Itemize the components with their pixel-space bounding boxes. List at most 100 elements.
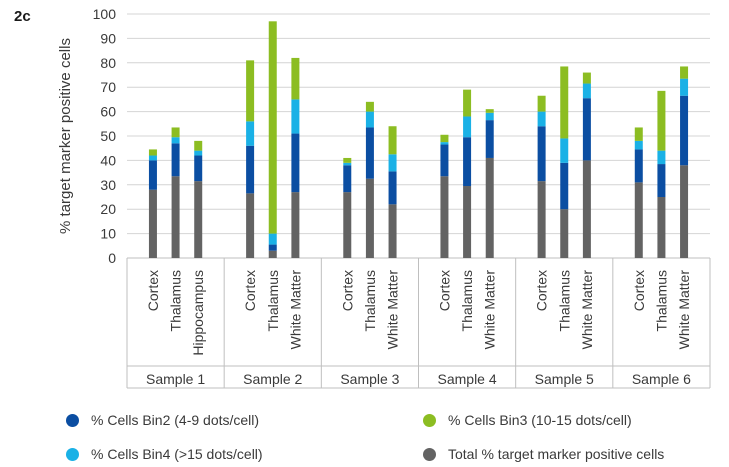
bar-segment-bin3 bbox=[463, 89, 472, 117]
bar-segment-bin2 bbox=[440, 144, 449, 177]
bar-segment-bin4 bbox=[148, 155, 157, 161]
category-label: White Matter bbox=[385, 270, 401, 350]
category-label: White Matter bbox=[676, 270, 692, 350]
bar-segment-bin3 bbox=[343, 157, 352, 163]
group-label: Sample 1 bbox=[146, 371, 205, 387]
bar-segment-bin4 bbox=[582, 83, 591, 99]
bar-segment-bin2 bbox=[171, 143, 180, 177]
category-label: Cortex bbox=[631, 270, 647, 311]
bar-segment-total bbox=[148, 189, 157, 258]
category-label: Thalamus bbox=[362, 270, 378, 331]
bar-segment-total bbox=[343, 192, 352, 258]
legend-swatch-bin4 bbox=[66, 447, 79, 461]
group-label: Sample 6 bbox=[632, 371, 691, 387]
legend-swatch-total bbox=[423, 447, 436, 461]
category-label: Cortex bbox=[339, 270, 355, 311]
bar-segment-bin3 bbox=[560, 66, 569, 139]
bar-segment-bin4 bbox=[680, 78, 689, 96]
bar-segment-bin2 bbox=[634, 149, 643, 183]
bar-segment-bin3 bbox=[365, 101, 374, 112]
legend-label-bin4: % Cells Bin4 (>15 dots/cell) bbox=[91, 446, 263, 462]
group-label: Sample 4 bbox=[438, 371, 497, 387]
bar-segment-bin2 bbox=[365, 127, 374, 179]
y-tick-label: 80 bbox=[100, 55, 116, 71]
bar-segment-bin4 bbox=[440, 142, 449, 145]
bar-segment-bin3 bbox=[680, 66, 689, 79]
bar-segment-total bbox=[194, 181, 203, 258]
bar-segment-bin2 bbox=[343, 165, 352, 193]
bar-segment-bin4 bbox=[268, 233, 277, 245]
bar-segment-bin2 bbox=[148, 160, 157, 190]
bar-segment-bin3 bbox=[537, 95, 546, 112]
stacked-bar-chart: 0 10 20 30 40 50 60 70 80 90 100 % target marker po… bbox=[57, 6, 711, 389]
group-label: Sample 3 bbox=[340, 371, 399, 387]
category-label: Cortex bbox=[242, 270, 258, 311]
bar-segment-bin2 bbox=[680, 95, 689, 166]
bar-segment-total bbox=[657, 197, 666, 258]
bar-segment-total bbox=[463, 186, 472, 258]
y-tick-label: 50 bbox=[100, 128, 116, 144]
bar-segment-total bbox=[268, 250, 277, 258]
figure-label: 2c bbox=[14, 8, 31, 25]
bar-segment-bin2 bbox=[485, 120, 494, 158]
bar-segment-bin3 bbox=[148, 149, 157, 156]
gridlines bbox=[127, 13, 710, 259]
bar-segment-bin4 bbox=[246, 121, 255, 146]
legend-swatch-bin2 bbox=[66, 413, 79, 427]
category-label: Cortex bbox=[436, 270, 452, 311]
bar-segment-bin3 bbox=[246, 60, 255, 122]
category-label: Thalamus bbox=[653, 270, 669, 331]
category-label: Thalamus bbox=[265, 270, 281, 331]
bar-segment-bin2 bbox=[582, 98, 591, 161]
bar-segment-bin3 bbox=[634, 127, 643, 141]
bar-segment-bin2 bbox=[463, 137, 472, 187]
category-label: Hippocampus bbox=[190, 270, 206, 356]
y-tick-label: 30 bbox=[100, 177, 116, 193]
group-label: Sample 5 bbox=[535, 371, 594, 387]
category-label: Thalamus bbox=[168, 270, 184, 331]
bar-segment-total bbox=[291, 192, 300, 258]
bar-segment-bin4 bbox=[537, 111, 546, 127]
bar-segment-bin3 bbox=[194, 140, 203, 151]
bar-segment-bin4 bbox=[171, 137, 180, 144]
bar-segment-bin4 bbox=[291, 99, 300, 134]
legend-item-total: Total % target marker positive cells bbox=[423, 446, 664, 462]
y-tick-label: 20 bbox=[100, 201, 116, 217]
category-label: Cortex bbox=[534, 270, 550, 311]
bar-segment-bin4 bbox=[343, 162, 352, 166]
bar-segment-bin3 bbox=[657, 90, 666, 151]
bar-segment-bin2 bbox=[268, 244, 277, 251]
y-tick-label: 10 bbox=[100, 226, 116, 242]
bar-segment-total bbox=[440, 176, 449, 258]
bar-segment-bin4 bbox=[485, 112, 494, 121]
bar-segment-total bbox=[246, 193, 255, 258]
bar-segment-bin4 bbox=[657, 150, 666, 165]
bar-segment-bin2 bbox=[291, 133, 300, 193]
bar-segment-bin4 bbox=[560, 138, 569, 163]
bars bbox=[148, 21, 689, 258]
bar-segment-bin2 bbox=[246, 145, 255, 194]
y-tick-label: 100 bbox=[93, 6, 117, 22]
bar-segment-total bbox=[634, 182, 643, 258]
bar-segment-bin2 bbox=[194, 155, 203, 182]
bar-segment-bin4 bbox=[388, 154, 397, 172]
bar-segment-bin4 bbox=[463, 116, 472, 138]
bar-segment-total bbox=[680, 165, 689, 258]
legend-label-bin3: % Cells Bin3 (10-15 dots/cell) bbox=[448, 412, 632, 428]
legend-item-bin3: % Cells Bin3 (10-15 dots/cell) bbox=[423, 412, 632, 428]
bar-segment-total bbox=[485, 157, 494, 258]
bar-segment-bin4 bbox=[365, 111, 374, 128]
bar-segment-bin2 bbox=[560, 162, 569, 210]
bar-segment-bin3 bbox=[582, 72, 591, 84]
category-label: Cortex bbox=[145, 270, 161, 311]
bar-segment-bin3 bbox=[268, 21, 277, 234]
bar-segment-bin3 bbox=[440, 134, 449, 143]
axes bbox=[126, 258, 711, 389]
bar-segment-bin2 bbox=[388, 171, 397, 205]
bar-segment-total bbox=[582, 160, 591, 258]
bar-segment-total bbox=[560, 209, 569, 258]
bar-segment-bin2 bbox=[537, 126, 546, 182]
bar-segment-bin3 bbox=[388, 126, 397, 155]
legend-item-bin2: % Cells Bin2 (4-9 dots/cell) bbox=[66, 412, 259, 428]
legend-label-total: Total % target marker positive cells bbox=[448, 446, 665, 462]
